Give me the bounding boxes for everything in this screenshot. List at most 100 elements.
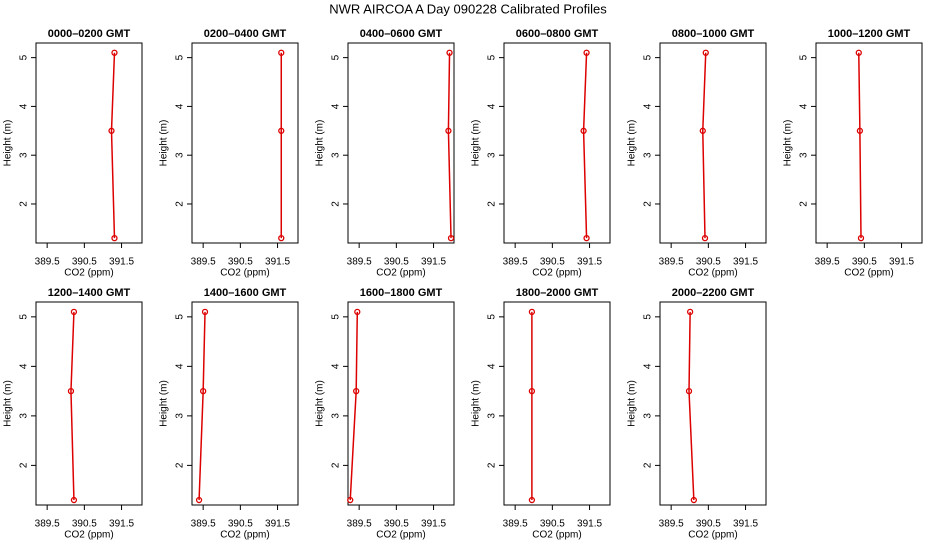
data-point — [702, 49, 709, 56]
data-point — [528, 308, 536, 316]
x-axis-label: CO2 (ppm) — [220, 268, 269, 279]
data-point — [686, 308, 694, 316]
y-tick-label: 4 — [175, 363, 186, 369]
panel-title: 1000–1200 GMT — [828, 28, 911, 40]
x-tick-label: 391.5 — [265, 257, 290, 268]
x-tick-label: 390.5 — [852, 257, 877, 268]
panel-title: 1800–2000 GMT — [516, 287, 599, 299]
x-tick-label: 391.5 — [577, 257, 602, 268]
data-point — [446, 49, 453, 56]
plot-frame — [191, 42, 299, 244]
data-point — [856, 127, 864, 134]
x-tick-label: 391.5 — [421, 519, 446, 530]
y-tick-label: 5 — [175, 314, 186, 320]
y-tick-label: 3 — [643, 413, 654, 419]
y-axis-label: Height (m) — [627, 120, 638, 167]
x-tick-label: 391.5 — [577, 519, 602, 530]
plot-frame — [35, 42, 143, 244]
panel-title: 1200–1400 GMT — [48, 287, 131, 299]
panel-title: 1600–1800 GMT — [360, 287, 443, 299]
x-tick-label: 390.5 — [228, 519, 253, 530]
y-tick-label: 4 — [799, 103, 810, 109]
y-axis-label: Height (m) — [3, 380, 14, 427]
y-tick-label: 5 — [643, 314, 654, 320]
data-point — [857, 234, 865, 242]
x-tick-label: 391.5 — [733, 257, 758, 268]
x-axis-label: CO2 (ppm) — [532, 530, 581, 540]
y-axis-label: Height (m) — [159, 380, 170, 427]
panel-title: 0600–0800 GMT — [516, 28, 599, 40]
data-point — [70, 496, 78, 504]
plot-frame — [191, 301, 299, 506]
x-tick-label: 390.5 — [696, 519, 721, 530]
x-tick-label: 389.5 — [659, 257, 684, 268]
data-point — [583, 234, 590, 242]
y-tick-label: 5 — [19, 54, 30, 60]
y-tick-label: 2 — [331, 462, 342, 468]
panel-title: 0400–0600 GMT — [360, 28, 443, 40]
data-point — [201, 308, 209, 316]
profile-line — [198, 311, 206, 501]
data-point — [67, 387, 75, 395]
y-axis-label: Height (m) — [3, 120, 14, 167]
y-tick-label: 4 — [487, 363, 498, 369]
x-axis-label: CO2 (ppm) — [688, 530, 737, 540]
x-tick-label: 390.5 — [540, 519, 565, 530]
plot-frame — [815, 42, 923, 244]
x-tick-label: 389.5 — [191, 257, 216, 268]
y-axis-label: Height (m) — [471, 120, 482, 167]
y-axis-label: Height (m) — [627, 380, 638, 427]
y-tick-label: 2 — [19, 462, 30, 468]
x-axis-label: CO2 (ppm) — [64, 530, 113, 540]
plot-frame — [347, 301, 455, 506]
y-tick-label: 4 — [331, 363, 342, 369]
data-point — [108, 127, 115, 134]
y-tick-label: 4 — [19, 103, 30, 109]
y-tick-label: 4 — [487, 103, 498, 109]
data-point — [278, 49, 285, 56]
data-point — [111, 49, 118, 56]
plot-frame — [659, 42, 767, 244]
x-tick-label: 391.5 — [109, 519, 134, 530]
panel-title: 0800–1000 GMT — [672, 28, 755, 40]
plot-frame — [503, 301, 611, 506]
profile-line — [702, 52, 707, 239]
y-tick-label: 3 — [331, 413, 342, 419]
plot-frame — [659, 301, 767, 506]
y-tick-label: 5 — [799, 54, 810, 60]
x-tick-label: 390.5 — [540, 257, 565, 268]
y-axis-label: Height (m) — [471, 380, 482, 427]
y-tick-label: 3 — [643, 152, 654, 158]
y-tick-label: 3 — [331, 152, 342, 158]
data-point — [353, 387, 360, 395]
x-tick-label: 389.5 — [191, 519, 216, 530]
x-tick-label: 390.5 — [72, 257, 97, 268]
x-axis-label: CO2 (ppm) — [376, 530, 425, 540]
y-tick-label: 5 — [331, 54, 342, 60]
y-tick-label: 3 — [487, 152, 498, 158]
x-tick-label: 390.5 — [696, 257, 721, 268]
data-point — [685, 387, 693, 395]
x-tick-label: 391.5 — [733, 519, 758, 530]
profile-line — [349, 311, 359, 501]
plot-frame — [35, 301, 143, 506]
y-tick-label: 3 — [19, 413, 30, 419]
x-tick-label: 391.5 — [421, 257, 446, 268]
y-axis-label: Height (m) — [315, 120, 326, 167]
x-tick-label: 389.5 — [503, 257, 528, 268]
x-axis-label: CO2 (ppm) — [844, 268, 893, 279]
y-tick-label: 5 — [331, 314, 342, 320]
y-tick-label: 3 — [799, 152, 810, 158]
y-tick-label: 2 — [175, 201, 186, 207]
data-point — [699, 127, 706, 134]
y-tick-label: 2 — [643, 201, 654, 207]
x-tick-label: 389.5 — [815, 257, 840, 268]
y-tick-label: 3 — [19, 152, 30, 158]
y-tick-label: 4 — [643, 363, 654, 369]
panel-title: 0200–0400 GMT — [204, 28, 287, 40]
y-tick-label: 4 — [175, 103, 186, 109]
panel-title: 2000–2200 GMT — [672, 287, 755, 299]
profile-line — [582, 52, 588, 239]
data-point — [200, 387, 207, 395]
y-tick-label: 4 — [19, 363, 30, 369]
